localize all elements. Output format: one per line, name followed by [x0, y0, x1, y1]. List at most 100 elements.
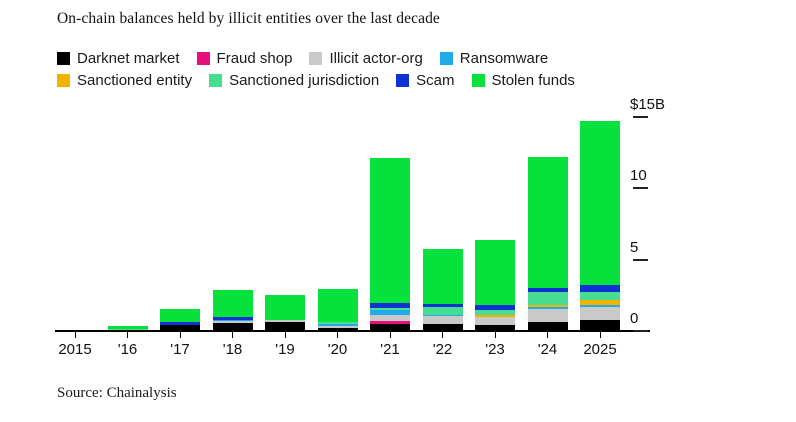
bar-segment-stolen-funds	[212, 289, 253, 318]
bar-segment-fraud-shop	[370, 321, 410, 324]
bar-segment-sanctioned-entity	[475, 315, 515, 318]
bar-segment-illicit-actor-org	[265, 320, 305, 323]
ransomware-swatch-icon	[439, 52, 453, 65]
plot-area	[55, 117, 620, 331]
x-axis-labels: 2015 '16 '17 '18 '19 '20 '21 '22 '23 '24 2025	[55, 341, 620, 358]
x-axis-tick	[337, 332, 338, 338]
x-tick-slot	[108, 332, 148, 338]
legend-label-stolen-funds: Stolen funds	[491, 72, 575, 89]
bar-segment-illicit-actor-org	[370, 314, 410, 322]
y-axis-label: 0	[630, 310, 639, 327]
bar-segment-sanctioned-jurisdiction	[317, 321, 358, 324]
bar-segment-sanctioned-entity	[580, 299, 620, 305]
bar-16	[107, 326, 148, 331]
bar-segment-darknet-market	[527, 321, 568, 331]
x-axis-label: '24	[537, 341, 558, 358]
bar-segment-stolen-funds	[107, 326, 148, 329]
y-axis-label: 5	[630, 238, 639, 256]
legend-label-scam: Scam	[416, 72, 455, 89]
x-axis-label: '22	[432, 341, 453, 358]
y-axis-tick	[633, 330, 648, 332]
bar-segment-illicit-actor-org	[212, 321, 253, 324]
bar-segment-darknet-market	[475, 324, 515, 331]
y-axis-label: 10	[630, 167, 647, 185]
x-axis-label: 2025	[583, 341, 617, 358]
legend-item-ransomware: Ransomware	[439, 50, 549, 67]
bar-segment-stolen-funds	[422, 249, 463, 304]
bar-segment-darknet-market	[370, 323, 410, 331]
bar-segment-sanctioned-entity	[527, 304, 568, 307]
y-axis-tick	[633, 258, 648, 261]
bar-segment-darknet-market	[422, 323, 463, 331]
legend-label-ransomware: Ransomware	[459, 50, 549, 67]
bar-segment-stolen-funds	[527, 157, 568, 288]
darknet-market-swatch-icon	[57, 52, 70, 65]
scam-swatch-icon	[396, 74, 410, 87]
bar-segment-scam	[160, 322, 200, 325]
x-tick-slot	[213, 332, 253, 338]
bar-segment-scam	[212, 317, 253, 321]
legend-item-sanctioned-entity: Sanctioned entity	[57, 72, 192, 89]
bar-segment-sanctioned-jurisdiction	[370, 307, 410, 311]
source-caption: Source: Chainalysis	[57, 385, 177, 401]
bar-segment-illicit-actor-org	[527, 308, 568, 322]
bar-segment-stolen-funds	[265, 295, 305, 321]
legend-item-scam: Scam	[396, 72, 455, 89]
legend-item-fraud-shop: Fraud shop	[196, 50, 293, 67]
fraud-shop-swatch-icon	[196, 52, 210, 65]
bars	[55, 117, 620, 331]
bar-2025	[580, 121, 620, 331]
x-axis-tick	[389, 332, 391, 338]
x-tick-slot	[318, 332, 358, 338]
legend-row: Sanctioned entity Sanctioned jurisdiction…	[57, 72, 575, 89]
bar-19	[265, 295, 305, 331]
legend-label-sanctioned-jurisdiction: Sanctioned jurisdiction	[229, 72, 380, 89]
x-tick-slot	[370, 332, 410, 338]
x-axis-tick	[284, 332, 286, 338]
x-axis-label: '16	[117, 341, 138, 358]
bar-segment-sanctioned-jurisdiction	[475, 309, 515, 316]
y-axis-tick	[633, 187, 648, 190]
bar-segment-stolen-funds	[160, 308, 200, 323]
bar-segment-sanctioned-jurisdiction	[422, 306, 463, 316]
bar-segment-ransomware	[370, 310, 410, 315]
x-tick-slot	[160, 332, 200, 338]
x-axis-tick	[442, 332, 443, 338]
illicit-actor-org-swatch-icon	[309, 52, 323, 65]
bar-segment-ransomware	[527, 306, 568, 309]
bar-segment-ransomware	[580, 304, 620, 307]
bar-segment-illicit-actor-org	[160, 324, 200, 326]
legend-label-fraud-shop: Fraud shop	[216, 50, 293, 67]
legend-item-darknet-market: Darknet market	[57, 50, 180, 67]
x-tick-slot	[55, 332, 95, 338]
x-axis-line	[55, 330, 650, 332]
bar-segment-illicit-actor-org	[317, 326, 358, 329]
bar-segment-darknet-market	[265, 322, 305, 331]
y-axis-label: $15B	[630, 96, 666, 113]
bar-segment-illicit-actor-org	[580, 306, 620, 320]
legend-row: Darknet market Fraud shop Illicit actor-or…	[57, 50, 575, 67]
bar-18	[212, 289, 253, 331]
legend-item-illicit-actor-org: Illicit actor-org	[309, 50, 423, 67]
bar-segment-ransomware	[317, 323, 358, 327]
bar-segment-darknet-market	[212, 323, 253, 331]
bar-22	[422, 249, 463, 331]
bar-segment-scam	[527, 287, 568, 292]
x-axis-label: '23	[485, 341, 505, 358]
x-axis-label: '17	[170, 341, 190, 358]
x-axis-tick	[494, 332, 496, 338]
bar-segment-scam	[475, 305, 515, 310]
legend-label-sanctioned-entity: Sanctioned entity	[77, 72, 193, 89]
y-axis: $15B 10 5 0	[628, 0, 688, 422]
bar-segment-scam	[422, 303, 463, 307]
x-axis-tick	[127, 332, 128, 338]
x-tick-slot	[475, 332, 515, 338]
legend-label-illicit-actor-org: Illicit actor-org	[329, 50, 423, 67]
legend-item-sanctioned-jurisdiction: Sanctioned jurisdiction	[209, 72, 379, 89]
x-tick-slot	[423, 332, 463, 338]
bar-segment-scam	[370, 303, 410, 308]
bar-segment-illicit-actor-org	[422, 316, 463, 324]
bar-segment-ransomware	[422, 315, 463, 317]
sanctioned-jurisdiction-swatch-icon	[209, 74, 223, 87]
